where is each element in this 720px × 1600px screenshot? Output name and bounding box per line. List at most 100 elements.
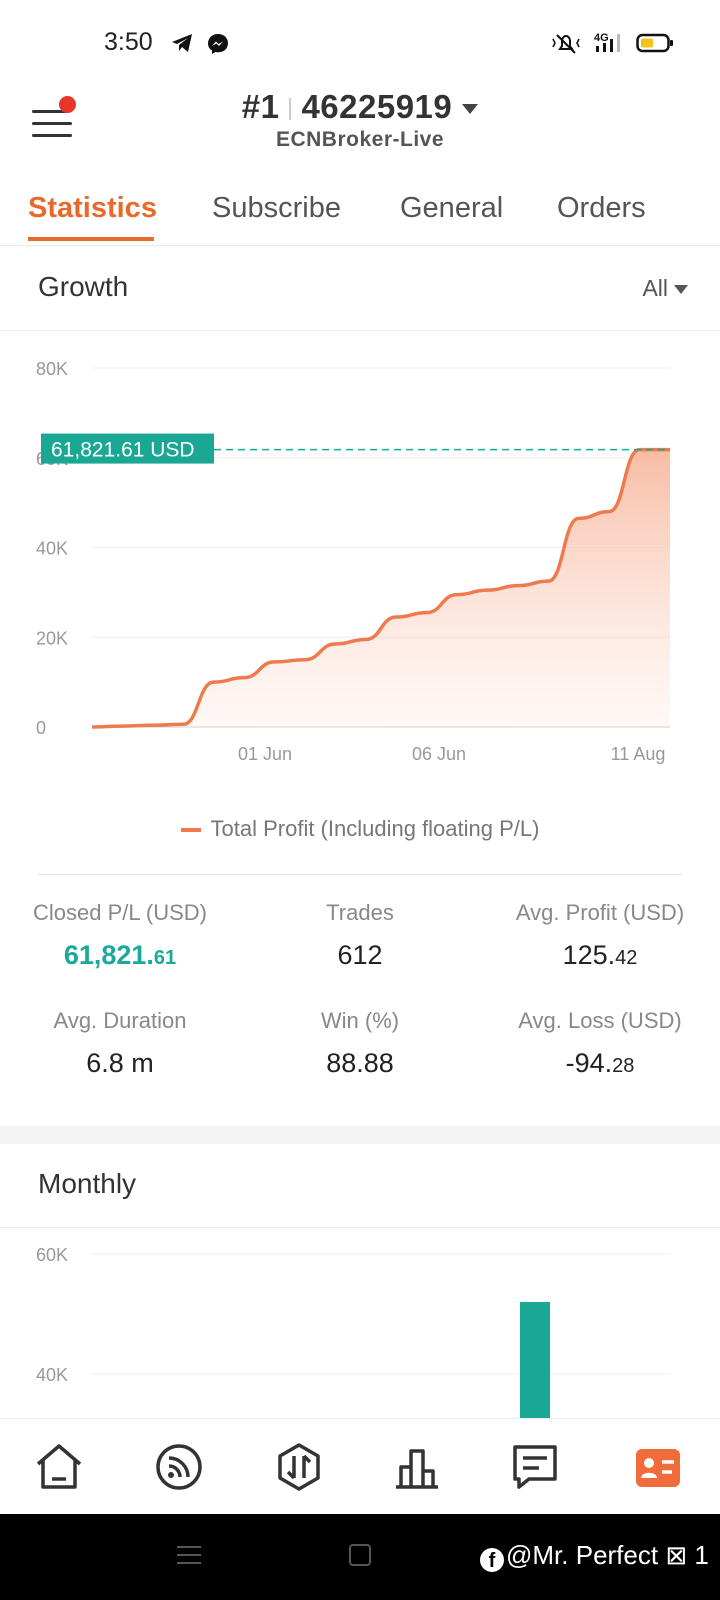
monthly-chart: 60K 40K (0, 1228, 720, 1418)
stat-label: Avg. Duration (53, 1008, 187, 1033)
stat-value: 125.42 (480, 940, 720, 971)
y-tick-label: 0 (36, 718, 46, 738)
tab-subscribe[interactable]: Subscribe (212, 192, 341, 224)
x-tick-label: 01 Jun (238, 744, 292, 764)
account-selector[interactable]: #1 46225919 (0, 88, 720, 126)
monthly-title: Monthly (38, 1168, 137, 1199)
account-separator (289, 98, 292, 121)
signal-4g-icon: 4G (594, 32, 620, 52)
stat-label: Avg. Loss (USD) (518, 1008, 682, 1033)
monthly-chart-svg: 60K 40K (36, 1245, 670, 1418)
stat-value: 88.88 (326, 1048, 394, 1078)
legend-swatch (180, 828, 201, 833)
home-button[interactable] (349, 1544, 371, 1566)
legend-label: Total Profit (Including floating P/L) (210, 816, 540, 841)
y-tick-label: 40K (36, 539, 68, 559)
system-nav-bar: f @Mr. Perfect ⊠ 1 (0, 1514, 720, 1600)
feed-icon (156, 1444, 202, 1490)
y-tick-label: 40K (36, 1365, 68, 1385)
svg-text:4G: 4G (594, 32, 609, 44)
nav-home[interactable] (33, 1441, 85, 1493)
nav-messages[interactable] (509, 1441, 561, 1493)
server-name: ECNBroker-Live (275, 128, 445, 151)
stat-value: 61,821.61 (0, 940, 240, 971)
range-select[interactable]: All (642, 275, 668, 301)
stat-value: 612 (337, 940, 383, 970)
nav-profile[interactable] (632, 1441, 684, 1493)
nav-charts[interactable] (391, 1441, 443, 1493)
active-tab-indicator (28, 237, 154, 241)
dropdown-caret-icon (462, 104, 479, 115)
stat-value: 6.8 m (86, 1048, 154, 1078)
monthly-bar[interactable] (520, 1302, 550, 1418)
y-tick-label: 60K (36, 1245, 68, 1265)
messages-icon (513, 1445, 557, 1489)
stat-value-int: -94. (565, 1048, 613, 1078)
recent-apps-icon (177, 1546, 201, 1548)
section-gap (0, 1126, 720, 1144)
tab-statistics[interactable]: Statistics (28, 192, 157, 224)
telegram-icon (172, 34, 192, 52)
account-number: 46225919 (301, 88, 453, 125)
stat-avg-profit: Avg. Profit (USD) 125.42 (480, 900, 720, 971)
chart-legend: Total Profit (Including floating P/L) (0, 816, 720, 842)
monthly-header: Monthly (0, 1144, 720, 1228)
stat-label: Avg. Profit (USD) (515, 900, 685, 925)
facebook-icon: f (480, 1548, 504, 1572)
menu-icon (32, 110, 68, 113)
tab-bar: Statistics Subscribe General Orders (0, 180, 720, 246)
status-time: 3:50 (104, 28, 153, 56)
stat-label: Trades (326, 900, 394, 925)
current-value-label: 61,821.61 USD (51, 439, 195, 462)
nav-feed[interactable] (153, 1441, 205, 1493)
growth-header: Growth All (0, 247, 720, 331)
x-tick-label: 11 Aug (611, 744, 666, 764)
trade-icon (278, 1443, 320, 1491)
account-rank: #1 (241, 88, 280, 125)
nav-trade[interactable] (273, 1441, 325, 1493)
stat-avg-loss: Avg. Loss (USD) -94.28 (480, 1008, 720, 1079)
stat-value-int: 125. (562, 940, 616, 970)
y-tick-label: 80K (36, 359, 68, 379)
status-right-icons: 4G (550, 30, 674, 56)
current-value-badge (41, 433, 214, 464)
bottom-nav (0, 1418, 720, 1514)
menu-icon-bar (32, 134, 72, 137)
notification-dot (59, 96, 76, 113)
stat-value-int: 61,821. (63, 940, 154, 970)
growth-area (92, 449, 670, 727)
status-left-icons (170, 32, 230, 56)
tab-orders[interactable]: Orders (557, 192, 646, 224)
growth-series-line (91, 447, 670, 729)
y-tick-label: 20K (36, 628, 68, 648)
stat-label: Win (%) (320, 1008, 400, 1033)
watermark: f @Mr. Perfect ⊠ 1 (480, 1540, 709, 1572)
watermark-text: @Mr. Perfect ⊠ 1 (506, 1540, 709, 1570)
chart-icon (396, 1449, 438, 1489)
stat-win-percent: Win (%) 88.88 (240, 1008, 480, 1079)
x-tick-label: 06 Jun (412, 744, 466, 764)
menu-button[interactable] (32, 96, 78, 142)
stat-avg-duration: Avg. Duration 6.8 m (0, 1008, 240, 1079)
battery-icon (636, 33, 673, 53)
profile-card-icon (636, 1449, 680, 1487)
recent-apps-icon-bar (177, 1562, 201, 1564)
status-bar: 3:50 4G (0, 0, 720, 88)
app-header: #1 46225919 ECNBroker-Live (0, 88, 720, 172)
range-caret-icon[interactable] (674, 285, 688, 294)
tab-general[interactable]: General (400, 192, 504, 224)
stat-value-dec: 42 (615, 947, 638, 969)
stat-value-dec: 28 (612, 1055, 635, 1077)
growth-title: Growth (38, 271, 129, 302)
recent-apps-icon-bar (177, 1554, 201, 1556)
messenger-icon (208, 34, 228, 54)
menu-icon-bar (32, 122, 72, 125)
mute-icon (552, 34, 580, 54)
stat-closed-pl: Closed P/L (USD) 61,821.61 (0, 900, 240, 971)
recent-apps-button[interactable] (177, 1544, 201, 1566)
divider (38, 874, 682, 875)
stat-label: Closed P/L (USD) (32, 900, 207, 925)
home-icon (36, 1444, 82, 1489)
